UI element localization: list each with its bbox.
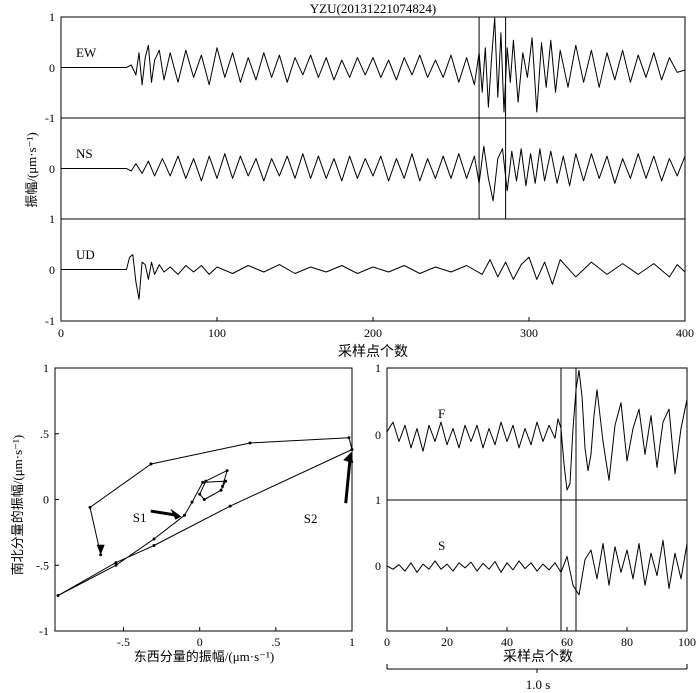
bl-y-axis-label: 南北分量的振幅/(μm·s⁻¹) <box>10 435 25 576</box>
particle-point <box>204 479 208 483</box>
x-tick-label: 200 <box>364 326 382 340</box>
particle-motion-path <box>57 437 353 596</box>
y-tick-label: 0 <box>375 428 381 442</box>
particle-point <box>224 479 228 483</box>
y-tick-label: 0 <box>49 61 55 75</box>
trace-ns <box>61 145 686 202</box>
y-tick-label: 0 <box>43 493 49 507</box>
x-tick-label: 1 <box>349 635 355 649</box>
series-label-f: F <box>438 406 445 421</box>
y-tick-label: -1 <box>45 314 55 328</box>
particle-point <box>88 505 92 509</box>
trace-s <box>386 539 688 596</box>
br-x-axis-label: 采样点个数 <box>503 649 573 665</box>
x-tick-label: 80 <box>621 635 633 649</box>
y-tick-label: 0 <box>49 263 55 277</box>
series-label-ew: EW <box>76 45 97 60</box>
rotated-components-panel: 0 20 40 60 80 100 1 0 1 0 F S <box>375 361 696 673</box>
x-tick-label: 40 <box>501 635 513 649</box>
particle-point <box>149 462 153 466</box>
y-tick-label: -.5 <box>36 558 49 572</box>
s1-arrow-head <box>170 508 182 520</box>
x-tick-label: 0 <box>384 635 390 649</box>
particle-point <box>114 561 118 565</box>
s2-arrow-head <box>343 452 354 464</box>
series-label-ns: NS <box>76 146 93 161</box>
s1-label: S1 <box>133 510 147 525</box>
particle-point <box>201 480 205 484</box>
trace-f <box>386 369 688 491</box>
x-tick-label: 400 <box>676 326 694 340</box>
duration-label: 1.0 s <box>526 677 551 692</box>
s2-arrow-shaft <box>344 454 352 504</box>
trace-ud <box>61 254 686 300</box>
particle-point <box>198 492 202 496</box>
particle-point <box>228 504 232 508</box>
y-tick-label: -1 <box>45 111 55 125</box>
s1-arrow-shaft <box>150 509 178 517</box>
top-x-axis-label: 采样点个数 <box>338 344 408 360</box>
top-y-axis-label: 振幅/(μm·s⁻¹) <box>24 132 39 208</box>
y-tick-label: .5 <box>40 427 49 441</box>
series-label-ud: UD <box>76 247 95 262</box>
s2-label: S2 <box>304 511 318 526</box>
y-tick-label: 1 <box>43 361 49 375</box>
x-tick-label: 0 <box>197 635 203 649</box>
y-tick-label: 1 <box>375 361 381 375</box>
y-tick-label: 1 <box>49 10 55 24</box>
x-tick-label: 20 <box>441 635 453 649</box>
bl-x-axis-label: 东西分量的振幅/(μm·s⁻¹) <box>134 649 275 664</box>
particle-point <box>182 513 186 517</box>
particle-point <box>56 593 60 597</box>
y-tick-label: 1 <box>375 493 381 507</box>
path-end-arrow <box>96 544 105 555</box>
trace-ew <box>61 17 686 113</box>
series-label-s: S <box>438 538 445 553</box>
particle-motion-panel: -.5 0 .5 1 -1 -.5 0 .5 1 S1 S2 <box>36 361 355 649</box>
particle-point <box>152 537 156 541</box>
particle-point <box>221 484 225 488</box>
x-tick-label: 100 <box>208 326 226 340</box>
x-tick-label: 60 <box>561 635 573 649</box>
x-tick-label: 0 <box>58 326 64 340</box>
particle-point <box>219 488 223 492</box>
y-tick-label: -1 <box>39 624 49 638</box>
particle-point <box>190 500 194 504</box>
y-tick-label: 1 <box>49 212 55 226</box>
x-tick-label: .5 <box>271 635 280 649</box>
particle-point <box>114 563 118 567</box>
y-tick-label: 0 <box>49 162 55 176</box>
y-tick-label: 0 <box>375 559 381 573</box>
particle-point <box>347 436 351 440</box>
particle-point <box>152 544 156 548</box>
particle-point <box>248 441 252 445</box>
figure-title: YZU(20131221074824) <box>310 1 436 16</box>
particle-point <box>225 469 229 473</box>
particle-point <box>350 448 354 452</box>
particle-point <box>202 498 206 501</box>
x-tick-label: 300 <box>520 326 538 340</box>
x-tick-label: -.5 <box>117 635 130 649</box>
x-tick-label: 100 <box>678 635 696 649</box>
